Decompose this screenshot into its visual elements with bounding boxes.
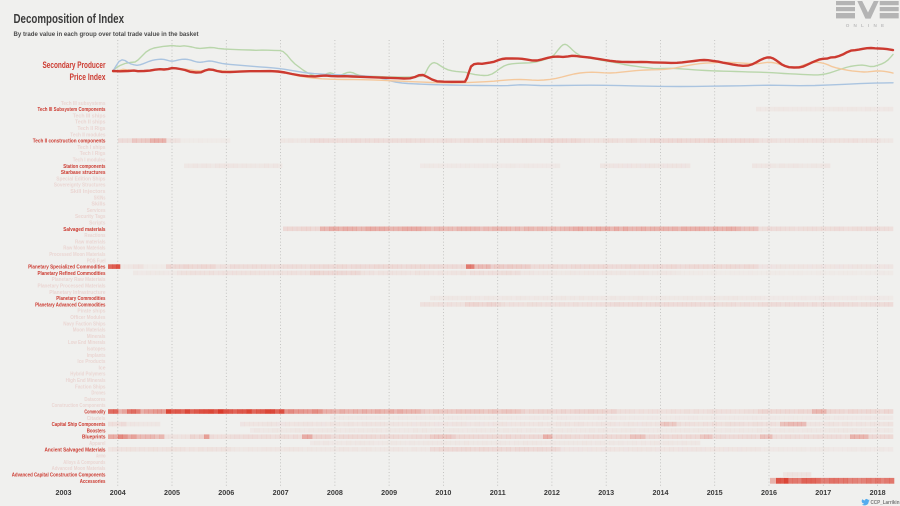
- svg-text:2016: 2016: [761, 488, 777, 497]
- svg-text:Tech I modules: Tech I modules: [73, 158, 106, 164]
- svg-text:Construction Components: Construction Components: [52, 403, 106, 409]
- svg-text:Tech II construction component: Tech II construction components: [33, 139, 106, 145]
- svg-text:Planetary Advanced Commodities: Planetary Advanced Commodities: [35, 302, 105, 308]
- svg-text:Blueprints: Blueprints: [82, 435, 106, 441]
- svg-text:Advanced Capital Construction: Advanced Capital Construction Components: [12, 473, 106, 479]
- svg-text:Apparel: Apparel: [89, 441, 106, 447]
- svg-text:2010: 2010: [435, 488, 451, 497]
- svg-text:Tech II Rigs: Tech II Rigs: [77, 126, 105, 132]
- svg-text:Skills: Skills: [91, 202, 105, 208]
- svg-text:Special Edition Ships: Special Edition Ships: [56, 176, 105, 182]
- svg-text:2013: 2013: [598, 488, 614, 497]
- svg-text:Tech I ships: Tech I ships: [77, 145, 105, 151]
- svg-text:Salvaged materials: Salvaged materials: [63, 227, 105, 233]
- svg-text:Low End Minerals: Low End Minerals: [68, 340, 106, 346]
- svg-text:Capital Ship Components: Capital Ship Components: [52, 422, 106, 428]
- svg-text:Officer Modules: Officer Modules: [70, 315, 105, 321]
- svg-text:Planetary Commodities: Planetary Commodities: [56, 296, 105, 302]
- svg-text:2011: 2011: [490, 488, 506, 497]
- svg-text:Price Index: Price Index: [70, 72, 107, 82]
- svg-text:Decomposition of Index: Decomposition of Index: [14, 11, 125, 26]
- svg-text:ONLINE: ONLINE: [846, 23, 889, 28]
- svg-text:Commodity: Commodity: [84, 410, 106, 416]
- svg-text:2009: 2009: [381, 488, 397, 497]
- svg-text:Hybrid Polymers: Hybrid Polymers: [70, 372, 105, 378]
- svg-text:By trade value in each group o: By trade value in each group over total …: [14, 31, 200, 38]
- svg-text:Tech III Subsystem Components: Tech III Subsystem Components: [38, 107, 106, 113]
- svg-text:Citadels: Citadels: [87, 416, 106, 422]
- svg-text:SKINs: SKINs: [94, 195, 106, 201]
- svg-text:Ice: Ice: [99, 365, 106, 371]
- svg-text:Drones: Drones: [91, 391, 105, 397]
- svg-text:Boosters: Boosters: [87, 428, 106, 434]
- svg-text:2005: 2005: [164, 488, 180, 497]
- svg-text:Faction Ships: Faction Ships: [75, 384, 106, 390]
- svg-text:Raw materials: Raw materials: [75, 239, 106, 245]
- svg-text:Accessories: Accessories: [80, 479, 106, 485]
- svg-text:Tech II ships: Tech II ships: [75, 120, 106, 126]
- svg-text:High End Minerals: High End Minerals: [66, 378, 106, 384]
- svg-text:Secondary Producer: Secondary Producer: [43, 60, 106, 70]
- svg-text:2018: 2018: [870, 488, 886, 497]
- svg-text:Tech III ships: Tech III ships: [73, 113, 106, 119]
- svg-text:2006: 2006: [218, 488, 234, 497]
- svg-text:CCP_Larrikin: CCP_Larrikin: [871, 500, 900, 506]
- svg-text:2004: 2004: [110, 488, 127, 497]
- svg-text:2008: 2008: [327, 488, 343, 497]
- svg-text:Navy Faction Ships: Navy Faction Ships: [63, 321, 105, 327]
- svg-text:Station components: Station components: [63, 164, 105, 170]
- svg-text:Advanced Moon Materials: Advanced Moon Materials: [52, 466, 106, 472]
- svg-text:2014: 2014: [653, 488, 670, 497]
- svg-text:Planetary Refined Commodities: Planetary Refined Commodities: [38, 271, 106, 277]
- svg-text:Planetary Processed Materials: Planetary Processed Materials: [38, 284, 106, 290]
- svg-text:Starbase structures: Starbase structures: [61, 170, 106, 176]
- svg-text:Services: Services: [87, 208, 106, 214]
- svg-text:Planetary Specialized Commodit: Planetary Specialized Commodities: [28, 265, 105, 271]
- svg-text:Tech II modules: Tech II modules: [70, 132, 105, 138]
- svg-text:Planetary Raw Materials: Planetary Raw Materials: [52, 277, 106, 283]
- svg-text:Ancient Salvaged Materials: Ancient Salvaged Materials: [45, 447, 106, 453]
- svg-text:Ice Products: Ice Products: [77, 359, 105, 365]
- svg-text:Alloys & Compounds: Alloys & Compounds: [63, 460, 105, 466]
- svg-text:Security Tags: Security Tags: [75, 214, 106, 220]
- svg-text:Isotopes: Isotopes: [87, 347, 106, 353]
- svg-text:2017: 2017: [815, 488, 831, 497]
- svg-text:Tech III subsystems: Tech III subsystems: [61, 101, 106, 107]
- svg-text:2003: 2003: [56, 488, 72, 497]
- svg-text:Minerals: Minerals: [87, 334, 106, 340]
- svg-text:Skill Injectors: Skill Injectors: [70, 189, 105, 195]
- svg-text:Moon Materials: Moon Materials: [73, 328, 106, 334]
- svg-text:Pirate ships: Pirate ships: [77, 309, 105, 315]
- svg-text:Implants: Implants: [87, 353, 106, 359]
- svg-text:Processed Moon Materials: Processed Moon Materials: [49, 252, 105, 258]
- svg-text:Ammo: Ammo: [96, 454, 106, 460]
- svg-text:Planetary Infrastructure: Planetary Infrastructure: [49, 290, 105, 296]
- svg-text:2007: 2007: [273, 488, 289, 497]
- svg-text:Datacores: Datacores: [84, 397, 105, 403]
- svg-text:2012: 2012: [544, 488, 560, 497]
- svg-text:Sovereignty Structures: Sovereignty Structures: [54, 183, 106, 189]
- svg-text:Raw Moon Materials: Raw Moon Materials: [63, 246, 105, 252]
- svg-text:POS Fuel: POS Fuel: [87, 258, 106, 264]
- svg-text:Reactions: Reactions: [84, 233, 105, 239]
- svg-text:Scripts: Scripts: [89, 221, 105, 227]
- svg-text:Tech I Rigs: Tech I Rigs: [80, 151, 106, 157]
- svg-text:2015: 2015: [707, 488, 723, 497]
